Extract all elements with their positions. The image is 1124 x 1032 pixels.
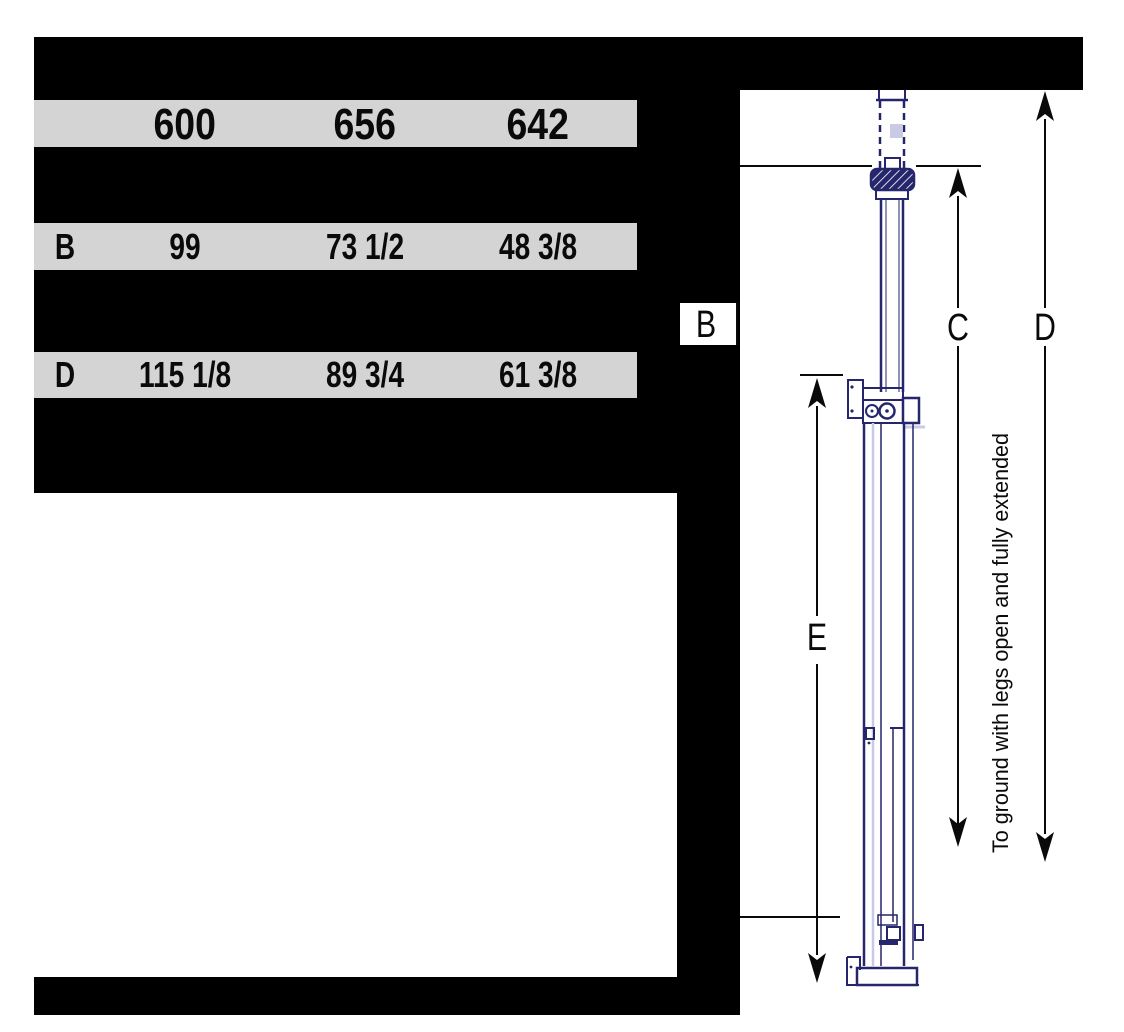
row-d-label: D <box>54 354 76 395</box>
top-black-bar <box>34 37 1083 90</box>
table-header-row: 600 656 642 <box>34 100 637 149</box>
right-black-strip <box>677 493 740 1015</box>
note-vertical: To ground with legs open and fully exten… <box>988 433 1013 853</box>
leg-clip <box>865 727 875 740</box>
table-row-b: B 99 73 1/2 48 3/8 <box>34 223 637 270</box>
column-header-656: 656 <box>333 100 397 149</box>
dim-c-label: C <box>947 307 969 349</box>
clamp-head <box>847 379 925 429</box>
row-b-label: B <box>54 225 76 267</box>
dim-b-label-box <box>680 303 737 345</box>
bottom-black-bar <box>34 977 740 1015</box>
row-d-value-600: 115 1/8 <box>138 354 232 395</box>
row-b-value-656: 73 1/2 <box>325 225 405 267</box>
row-b-value-642: 48 3/8 <box>498 225 578 267</box>
row-d-value-642: 61 3/8 <box>498 354 578 395</box>
dim-e-label: E <box>807 617 827 659</box>
table-row-d: D 115 1/8 89 3/4 61 3/8 <box>34 352 637 398</box>
table-black-block <box>34 90 740 493</box>
lock-collar <box>869 167 916 192</box>
legs <box>862 423 914 966</box>
row-d-value-656: 89 3/4 <box>325 354 405 395</box>
dimension-annotations <box>680 91 1054 983</box>
dim-d-label: D <box>1034 307 1056 349</box>
decal-square <box>890 124 903 138</box>
row-b-value-600: 99 <box>169 225 201 267</box>
dim-b-label: B <box>696 304 716 346</box>
mast-artwork <box>846 90 925 987</box>
foot-base <box>846 914 924 987</box>
column-header-600: 600 <box>153 100 217 149</box>
column-header-642: 642 <box>506 100 570 149</box>
